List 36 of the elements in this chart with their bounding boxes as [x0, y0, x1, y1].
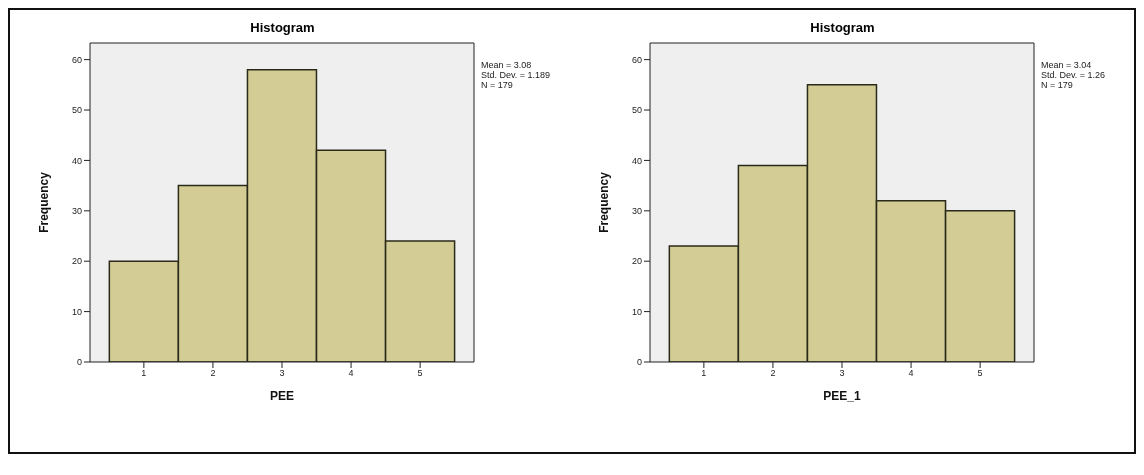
y-axis-title: Frequency: [597, 171, 612, 233]
x-tick-label: 3: [839, 368, 845, 379]
x-axis-title: PEE: [269, 389, 295, 403]
y-tick-label: 20: [631, 256, 642, 267]
y-tick-label: 30: [631, 206, 642, 217]
text: Mean = 3.08: [481, 60, 533, 70]
x-tick-label: 1: [141, 368, 147, 379]
y-tick-label: 50: [71, 105, 82, 116]
text: N = 179: [481, 80, 514, 90]
x-tick-label: 2: [210, 368, 216, 379]
y-tick-label: 0: [76, 357, 82, 368]
y-tick-label: 40: [631, 155, 642, 166]
x-tick-label: 4: [908, 368, 914, 379]
y-tick-label: 30: [71, 206, 82, 217]
x-tick-label: 5: [977, 368, 983, 379]
y-axis-title: Frequency: [37, 171, 52, 233]
x-tick-label: 5: [417, 368, 423, 379]
chart-title: Histogram: [249, 20, 316, 35]
y-tick-label: 60: [71, 54, 82, 65]
text: Mean = 3.04: [1041, 60, 1093, 70]
x-axis-title: PEE_1: [823, 389, 862, 403]
y-tick-label: 10: [631, 306, 642, 317]
x-tick-label: 2: [770, 368, 776, 379]
y-tick-label: 0: [636, 357, 642, 368]
y-tick-label: 40: [71, 155, 82, 166]
text: N = 179: [1041, 80, 1074, 90]
chart-title: Histogram: [809, 20, 876, 35]
x-tick-label: 3: [279, 368, 285, 379]
x-tick-label: 4: [348, 368, 354, 379]
y-tick-label: 60: [631, 54, 642, 65]
text: Std. Dev. = 1.26: [1041, 70, 1106, 80]
text: Std. Dev. = 1.189: [481, 70, 551, 80]
y-tick-label: 10: [71, 306, 82, 317]
y-tick-label: 50: [631, 105, 642, 116]
x-tick-label: 1: [701, 368, 707, 379]
y-tick-label: 20: [71, 256, 82, 267]
